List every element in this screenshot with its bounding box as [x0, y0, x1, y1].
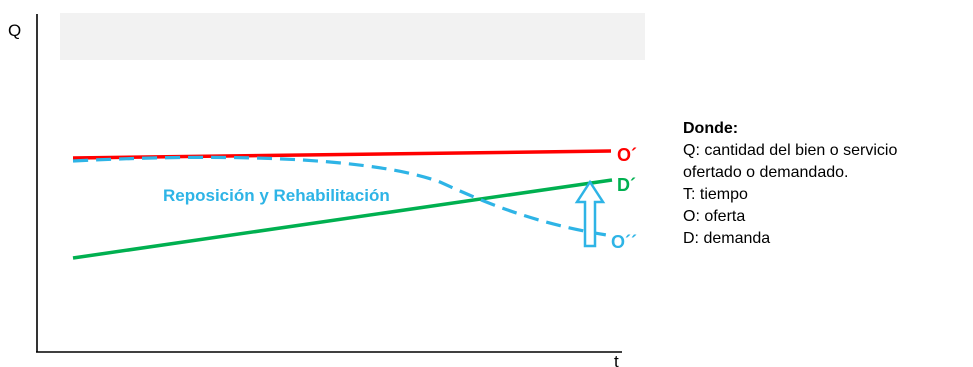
legend: Donde: Q: cantidad del bien o servicio o…	[683, 118, 897, 250]
demand-line	[72, 178, 613, 260]
x-axis-label: t	[614, 352, 619, 367]
header-box	[60, 13, 645, 60]
supply-label: O´	[617, 145, 637, 165]
legend-item: D: demanda	[683, 230, 771, 247]
y-axis-label: Q	[8, 21, 21, 40]
annotation-text: Reposición y Rehabilitación	[163, 186, 390, 205]
supply-after-curve	[72, 155, 614, 238]
demand-label: D´	[617, 175, 636, 195]
legend-item: O: oferta	[683, 208, 746, 225]
up-arrow-icon	[574, 179, 606, 248]
legend-item: T: tiempo	[683, 186, 748, 203]
legend-item: ofertado o demandado.	[683, 164, 849, 181]
supply-line	[72, 149, 612, 160]
legend-item: Q: cantidad del bien o servicio	[683, 142, 898, 159]
supply-after-label: O´´	[611, 232, 637, 252]
legend-title: Donde:	[683, 120, 739, 137]
